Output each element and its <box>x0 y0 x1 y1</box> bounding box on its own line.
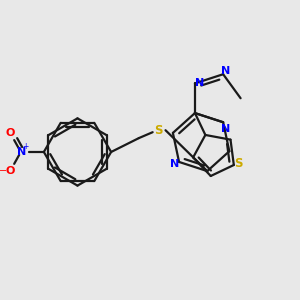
Text: N: N <box>17 147 27 157</box>
Text: S: S <box>154 124 163 137</box>
Text: N: N <box>220 124 230 134</box>
Text: +: + <box>22 142 28 151</box>
Text: −: − <box>0 166 8 176</box>
Text: O: O <box>5 128 15 138</box>
Text: O: O <box>5 166 15 176</box>
Text: N: N <box>170 159 180 169</box>
Text: S: S <box>235 157 243 169</box>
Text: N: N <box>195 78 205 88</box>
Text: N: N <box>221 66 231 76</box>
